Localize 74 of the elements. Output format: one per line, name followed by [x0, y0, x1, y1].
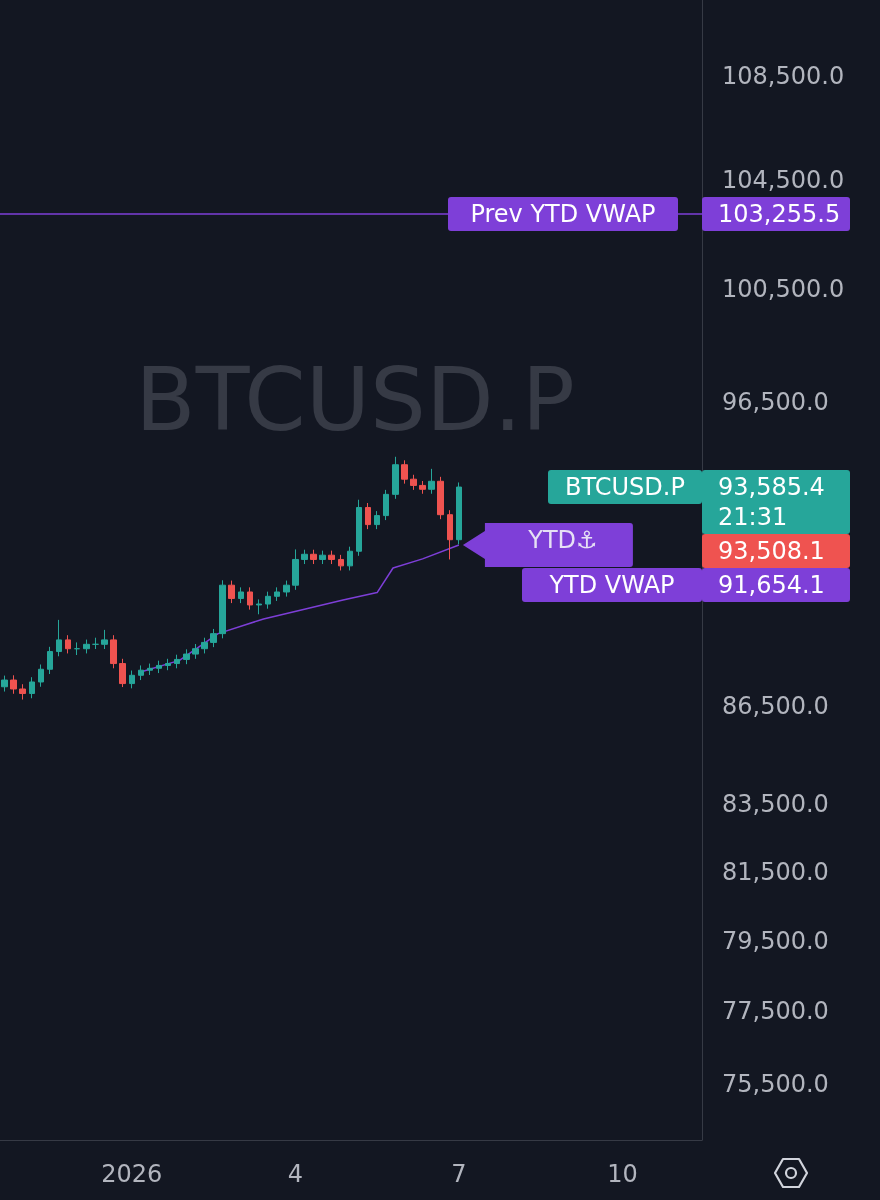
- candlestick: [428, 468, 435, 495]
- y-tick-label: 81,500.0: [722, 857, 829, 886]
- line-series: [142, 544, 460, 672]
- y-tick-label: 75,500.0: [722, 1070, 829, 1099]
- candlestick: [156, 660, 162, 674]
- candlestick: [447, 509, 453, 560]
- candlestick: [74, 641, 80, 656]
- candlestick: [310, 549, 317, 565]
- y-tick-label: 104,500.0: [722, 166, 845, 195]
- y-tick-label: 100,500.0: [722, 274, 845, 303]
- candlestick: [328, 550, 335, 565]
- y-tick-label: 108,500.0: [722, 61, 845, 90]
- text: 93,508.1: [702, 534, 850, 569]
- x-tick-label: 7: [451, 1160, 467, 1188]
- y-tick-label: 96,500.0: [722, 387, 829, 416]
- candlestick: [238, 586, 244, 604]
- candlestick: [228, 580, 235, 604]
- candlestick: [410, 474, 417, 491]
- candlestick: [56, 619, 62, 657]
- candlestick: [47, 646, 53, 675]
- candlestick: [419, 480, 426, 495]
- candlestick: [338, 554, 344, 571]
- text: 103,255.5: [702, 196, 850, 231]
- candlestick: [219, 579, 226, 639]
- candlestick: [401, 459, 408, 485]
- candlestick: [374, 510, 380, 530]
- candlestick: [174, 654, 180, 669]
- ref-line-label: Prev YTD VWAP: [448, 196, 678, 231]
- candlestick: [183, 648, 190, 665]
- candlestick: [392, 456, 399, 500]
- candlestick: [319, 550, 326, 565]
- candlestick: [101, 629, 108, 650]
- candlestick: [92, 637, 99, 650]
- candlestick: [110, 634, 117, 669]
- candlestick: [356, 499, 362, 557]
- candlestick: [65, 634, 71, 654]
- y-tick-label: 83,500.0: [722, 790, 829, 819]
- text: 93,585.4 21:31: [702, 470, 850, 535]
- x-tick-label: 2026: [101, 1160, 163, 1188]
- text: 91,654.1: [702, 568, 850, 603]
- callout-box: YTD⚓: [462, 523, 633, 568]
- candlestick: [201, 637, 208, 654]
- x-tick-label: 4: [287, 1160, 303, 1188]
- candlestick: [437, 476, 444, 520]
- candlestick: [38, 664, 44, 688]
- candlestick: [383, 489, 389, 521]
- candlestick: [365, 502, 371, 530]
- candlestick: [274, 586, 280, 602]
- candlestick: [283, 580, 290, 598]
- candlestick: [138, 664, 144, 681]
- candlestick: [292, 548, 299, 591]
- candlestick: [256, 598, 262, 615]
- candlestick: [247, 586, 253, 611]
- candlestick: [83, 639, 90, 654]
- candlestick: [10, 674, 17, 695]
- y-tick-label: 79,500.0: [722, 926, 829, 955]
- candlestick: [456, 481, 462, 545]
- y-tick-label: 86,500.0: [722, 691, 829, 720]
- candlestick: [1, 675, 8, 693]
- x-tick-label: 10: [607, 1160, 638, 1188]
- candlestick: [119, 658, 126, 688]
- candlestick: [29, 676, 35, 699]
- candlestick: [147, 663, 153, 676]
- candlestick: [129, 670, 135, 689]
- candlestick: [210, 628, 217, 648]
- candlestick: [265, 591, 271, 610]
- text: YTD VWAP: [522, 568, 702, 603]
- candlestick: [301, 549, 308, 565]
- annotation: BTCUSD.P: [548, 470, 702, 505]
- candlestick: [347, 546, 353, 571]
- candlestick: [165, 658, 171, 671]
- candlestick: [192, 643, 199, 660]
- y-tick-label: 77,500.0: [722, 997, 829, 1026]
- candlestick: [19, 683, 26, 701]
